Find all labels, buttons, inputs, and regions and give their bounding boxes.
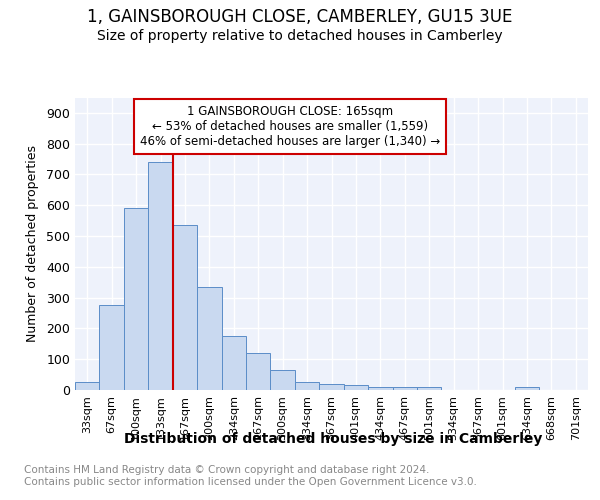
Bar	[197, 287, 221, 390]
Bar	[148, 162, 173, 390]
Bar	[100, 306, 124, 390]
Bar	[221, 336, 246, 390]
Text: 1 GAINSBOROUGH CLOSE: 165sqm
← 53% of detached houses are smaller (1,559)
46% of: 1 GAINSBOROUGH CLOSE: 165sqm ← 53% of de…	[140, 105, 440, 148]
Bar	[295, 382, 319, 390]
Bar	[75, 382, 100, 390]
Bar	[173, 226, 197, 390]
Bar	[271, 370, 295, 390]
Text: Size of property relative to detached houses in Camberley: Size of property relative to detached ho…	[97, 29, 503, 43]
Bar	[344, 386, 368, 390]
Bar	[515, 387, 539, 390]
Text: Distribution of detached houses by size in Camberley: Distribution of detached houses by size …	[124, 432, 542, 446]
Text: Contains HM Land Registry data © Crown copyright and database right 2024.
Contai: Contains HM Land Registry data © Crown c…	[24, 465, 477, 486]
Bar	[368, 387, 392, 390]
Bar	[246, 353, 271, 390]
Y-axis label: Number of detached properties: Number of detached properties	[26, 145, 39, 342]
Bar	[417, 387, 442, 390]
Text: 1, GAINSBOROUGH CLOSE, CAMBERLEY, GU15 3UE: 1, GAINSBOROUGH CLOSE, CAMBERLEY, GU15 3…	[88, 8, 512, 26]
Bar	[124, 208, 148, 390]
Bar	[319, 384, 344, 390]
Bar	[392, 387, 417, 390]
